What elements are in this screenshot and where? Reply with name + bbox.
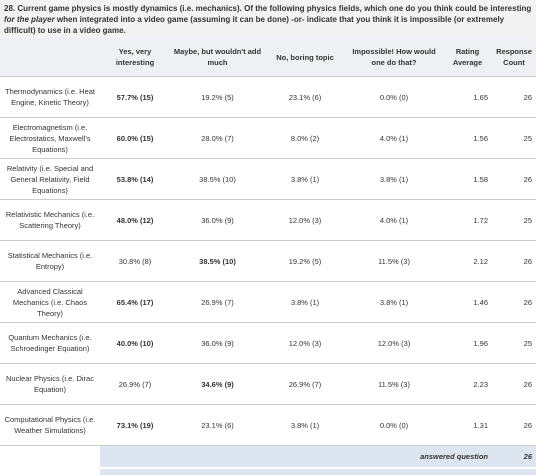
cell: 3.8% (1): [265, 281, 345, 323]
row-label: Relativistic Mechanics (i.e. Scattering …: [0, 199, 100, 241]
table-row: Relativistic Mechanics (i.e. Scattering …: [0, 199, 536, 241]
footer-label: answered question: [100, 445, 492, 469]
cell: 26.9% (7): [265, 363, 345, 405]
cell: 26: [492, 76, 536, 118]
column-header: Rating Average: [443, 38, 492, 77]
cell: 57.7% (15): [100, 76, 170, 118]
cell: 19.2% (5): [170, 76, 265, 118]
footer-value: 26: [492, 445, 536, 469]
column-header: Yes, very interesting: [100, 38, 170, 77]
cell: 26.9% (7): [170, 281, 265, 323]
cell: 28.0% (7): [170, 117, 265, 159]
cell: 48.0% (12): [100, 199, 170, 241]
row-label: Quantum Mechanics (i.e. Schroedinger Equ…: [0, 322, 100, 364]
cell: 1.56: [443, 117, 492, 159]
row-label: Electromagnetism (i.e. Electrostatics, M…: [0, 117, 100, 159]
cell: 26: [492, 363, 536, 405]
table-row: Nuclear Physics (i.e. Dirac Equation) 26.…: [0, 363, 536, 405]
question-text: when integrated into a video game (assum…: [4, 15, 505, 35]
column-header: Impossible! How would one do that?: [345, 38, 443, 77]
cell: 23.1% (6): [265, 76, 345, 118]
table-row: Computational Physics (i.e. Weather Simu…: [0, 404, 536, 446]
footer-row: skipped question19: [0, 468, 536, 475]
cell: 3.8% (1): [345, 158, 443, 200]
cell: 73.1% (19): [100, 404, 170, 446]
cell: 34.6% (9): [170, 363, 265, 405]
cell: 36.0% (9): [170, 199, 265, 241]
cell: 26: [492, 404, 536, 446]
cell: 38.5% (10): [170, 158, 265, 200]
cell: 3.8% (1): [265, 404, 345, 446]
cell: 3.8% (1): [265, 158, 345, 200]
cell: 19.2% (5): [265, 240, 345, 282]
cell: 4.0% (1): [345, 199, 443, 241]
column-header: Maybe, but wouldn't add much: [170, 38, 265, 77]
cell: 12.0% (3): [265, 322, 345, 364]
cell: 1.96: [443, 322, 492, 364]
column-header: No, boring topic: [265, 38, 345, 77]
footer-value: 19: [492, 468, 536, 475]
cell: 53.8% (14): [100, 158, 170, 200]
cell: 1.72: [443, 199, 492, 241]
row-label: Statistical Mechanics (i.e. Entropy): [0, 240, 100, 282]
blank: [0, 445, 100, 469]
cell: 30.8% (8): [100, 240, 170, 282]
cell: 38.5% (10): [170, 240, 265, 282]
cell: 8.0% (2): [265, 117, 345, 159]
cell: 12.0% (3): [345, 322, 443, 364]
cell: 1.46: [443, 281, 492, 323]
cell: 40.0% (10): [100, 322, 170, 364]
table-row: Electromagnetism (i.e. Electrostatics, M…: [0, 117, 536, 159]
cell: 12.0% (3): [265, 199, 345, 241]
cell: 26: [492, 240, 536, 282]
cell: 25: [492, 199, 536, 241]
cell: 2.23: [443, 363, 492, 405]
row-label: Computational Physics (i.e. Weather Simu…: [0, 404, 100, 446]
cell: 36.0% (9): [170, 322, 265, 364]
cell: 1.31: [443, 404, 492, 446]
cell: 25: [492, 322, 536, 364]
blank: [0, 468, 100, 475]
cell: 25: [492, 117, 536, 159]
cell: 4.0% (1): [345, 117, 443, 159]
results-table: Yes, very interesting Maybe, but wouldn't…: [0, 38, 536, 475]
question-text: Current game physics is mostly dynamics …: [17, 4, 532, 13]
table-row: Relativity (i.e. Special and General Rel…: [0, 158, 536, 200]
cell: 23.1% (6): [170, 404, 265, 446]
question-number: 28.: [4, 4, 16, 13]
cell: 26.9% (7): [100, 363, 170, 405]
cell: 26: [492, 281, 536, 323]
row-label: Thermodynamics (i.e. Heat Engine, Kineti…: [0, 76, 100, 118]
table-row: Thermodynamics (i.e. Heat Engine, Kineti…: [0, 76, 536, 118]
cell: 65.4% (17): [100, 281, 170, 323]
cell: 0.0% (0): [345, 76, 443, 118]
cell: 3.8% (1): [345, 281, 443, 323]
row-label: Advanced Classical Mechanics (i.e. Chaos…: [0, 281, 100, 323]
table-row: Quantum Mechanics (i.e. Schroedinger Equ…: [0, 322, 536, 364]
cell: 1.58: [443, 158, 492, 200]
column-header: Response Count: [492, 38, 536, 77]
corner: [0, 38, 100, 77]
footer-row: answered question 26: [0, 445, 536, 469]
cell: 11.5% (3): [345, 240, 443, 282]
question-emphasis: for the player: [4, 15, 55, 24]
table-row: Advanced Classical Mechanics (i.e. Chaos…: [0, 281, 536, 323]
cell: 11.5% (3): [345, 363, 443, 405]
question: 28. Current game physics is mostly dynam…: [0, 0, 536, 38]
cell: 26: [492, 158, 536, 200]
table-row: Statistical Mechanics (i.e. Entropy) 30.8…: [0, 240, 536, 282]
cell: 1.65: [443, 76, 492, 118]
row-label: Relativity (i.e. Special and General Rel…: [0, 158, 100, 200]
cell: 60.0% (15): [100, 117, 170, 159]
footer-label: skipped question: [100, 468, 492, 475]
row-label: Nuclear Physics (i.e. Dirac Equation): [0, 363, 100, 405]
cell: 2.12: [443, 240, 492, 282]
cell: 0.0% (0): [345, 404, 443, 446]
